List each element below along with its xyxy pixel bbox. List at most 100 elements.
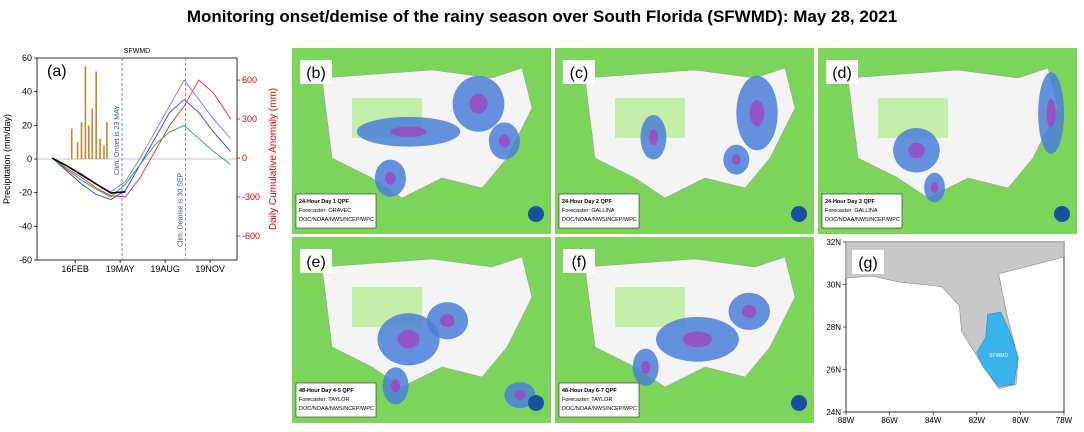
lat-tick-label: 28N (826, 323, 841, 332)
precip-bar (76, 142, 79, 159)
y2-tick-label: 300 (242, 114, 257, 124)
heavy-rain (440, 314, 455, 328)
precip-bar (91, 108, 94, 159)
heavy-rain (384, 171, 396, 185)
panel-label: (b) (306, 65, 326, 82)
qpf-map: (f) 48-Hour Day 6-7 QPF Forecaster: TAYLOR… (555, 237, 814, 423)
light-rain (615, 287, 685, 327)
legend-text: DOC/NOAA/NWS/NCEP/WPC (299, 406, 374, 412)
lat-tick-label: 24N (826, 408, 841, 417)
lon-tick-label: 80W (1012, 416, 1029, 425)
y-tick-label: 20 (22, 120, 32, 130)
y2-tick-label: 600 (242, 75, 257, 85)
precip-bar (88, 125, 90, 159)
heavy-rain (390, 126, 427, 137)
heavy-rain (648, 129, 658, 146)
x-tick-label: 19NOV (195, 264, 225, 274)
y-tick-label: 60 (22, 53, 32, 63)
panel-label: (c) (570, 65, 589, 82)
heavy-rain (391, 379, 401, 393)
heavy-rain (908, 142, 925, 159)
legend-text: Forecaster: ORAVEC (299, 208, 351, 214)
legend-text: Forecaster: TAYLOR (562, 397, 612, 403)
legend-text: 24-Hour Day 2 QPF (562, 199, 612, 205)
legend-box (295, 382, 377, 418)
noaa-logo (791, 395, 807, 411)
label-box (852, 250, 884, 274)
x-tick-label: 19MAY (106, 264, 135, 274)
heavy-rain (397, 330, 420, 349)
label-box (563, 60, 595, 84)
qpf-map: (d) 24-Hour Day 3 QPF Forecaster: GALLINA D… (818, 48, 1077, 234)
y-tick-label: 0 (27, 154, 32, 164)
lat-tick-label: 32N (826, 238, 841, 247)
panel-label: (d) (832, 65, 852, 82)
panel-label: (e) (306, 254, 326, 271)
heavy-rain (498, 134, 510, 148)
annotation-text: Clim. Onset is 23 MAY (114, 105, 121, 175)
heavy-rain (469, 94, 488, 114)
legend-box (558, 382, 640, 418)
y2-axis-label: Daily Cumulative Anomaly (mm) (268, 88, 279, 230)
y2-tick-label: -300 (242, 192, 260, 202)
lon-tick-label: 86W (881, 416, 898, 425)
anomaly-line (51, 79, 232, 198)
y-tick-label: 40 (22, 87, 32, 97)
precip-bar (80, 121, 83, 159)
legend-text: DOC/NOAA/NWS/NCEP/WPC (562, 217, 637, 223)
lon-tick-label: 88W (838, 416, 855, 425)
anomaly-line (51, 157, 126, 194)
legend-box (295, 193, 377, 229)
precip-bar (99, 138, 101, 159)
y-tick-label: -20 (19, 188, 32, 198)
label-box (563, 249, 595, 273)
legend-text: DOC/NOAA/NWS/NCEP/WPC (562, 406, 637, 412)
legend-text: 48-Hour Day 6-7 QPF (562, 388, 617, 394)
lat-tick-label: 26N (826, 366, 841, 375)
precip-bar (70, 128, 73, 159)
panel-label: (g) (858, 255, 878, 272)
heavy-rain (741, 304, 757, 318)
precip-bar (103, 145, 105, 159)
noaa-logo (528, 206, 544, 222)
legend-box (821, 193, 903, 229)
sfwmd-region (976, 311, 1019, 387)
noaa-logo (1054, 206, 1070, 222)
noaa-logo (528, 395, 544, 411)
legend-text: DOC/NOAA/NWS/NCEP/WPC (825, 217, 900, 223)
y2-tick-label: -600 (242, 231, 260, 241)
legend-text: Forecaster: TAYLOR (299, 397, 349, 403)
heavy-rain (731, 154, 741, 165)
lon-tick-label: 78W (1056, 416, 1073, 425)
precip-bar (95, 71, 97, 159)
legend-text: 24-Hour Day 1 QPF (299, 199, 349, 205)
qpf-map: (b) 24-Hour Day 1 QPF Forecaster: ORAVEC DO… (292, 48, 551, 234)
heavy-rain (514, 390, 526, 400)
noaa-logo (791, 206, 807, 222)
legend-text: Forecaster: GALLINA (825, 208, 878, 214)
legend-text: 48-Hour Day 4-5 QPF (299, 388, 354, 394)
precip-bar (106, 121, 108, 159)
qpf-map: (c) 24-Hour Day 2 QPF Forecaster: GALLINA D… (555, 48, 814, 234)
legend-text: DOC/NOAA/NWS/NCEP/WPC (299, 217, 374, 223)
heavy-rain (641, 360, 651, 374)
x-tick-label: 19AUG (150, 264, 180, 274)
label-box (300, 60, 332, 84)
heavy-rain (930, 182, 939, 193)
y2-tick-label: 0 (242, 153, 247, 163)
annotation-text: Clim. Demise is 30 SEP (178, 173, 185, 248)
precip-bar (84, 66, 87, 159)
heavy-rain (682, 331, 712, 348)
anomaly-line (51, 125, 231, 198)
label-box (826, 60, 858, 84)
qpf-map: (e) 48-Hour Day 4-5 QPF Forecaster: TAYLOR… (292, 237, 551, 423)
lon-tick-label: 84W (925, 416, 942, 425)
chart-subtitle: SFWMD (124, 48, 150, 55)
lon-tick-label: 82W (969, 416, 986, 425)
legend-box (558, 193, 640, 229)
panel-label: (f) (571, 254, 586, 271)
region-label: SFWMD (989, 353, 1008, 359)
y-tick-label: -60 (19, 255, 32, 265)
y-tick-label: -40 (19, 221, 32, 231)
